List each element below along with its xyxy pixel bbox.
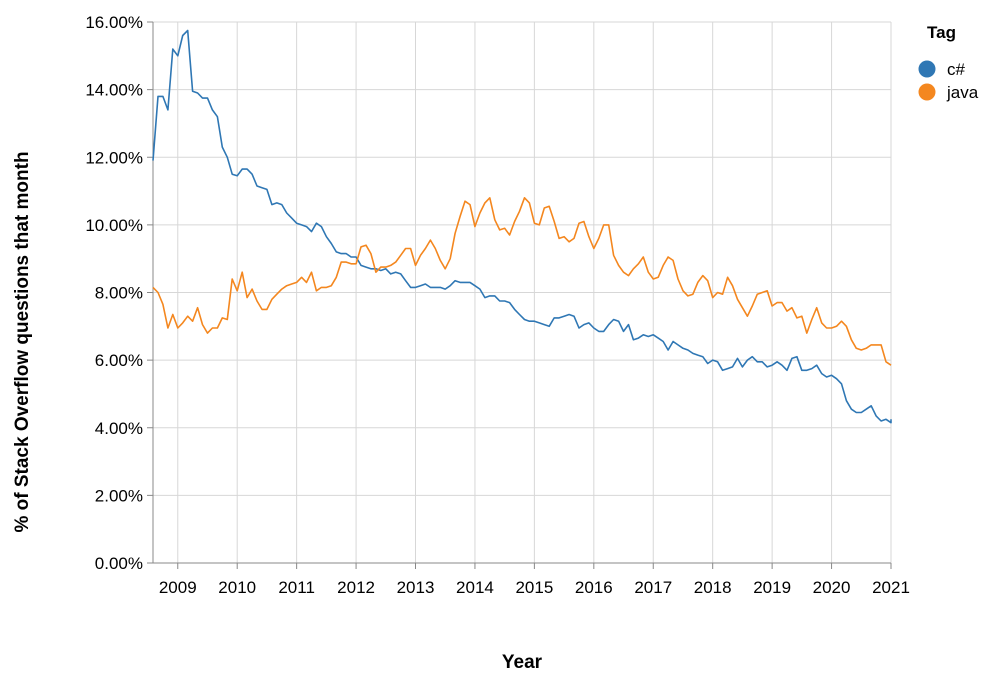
series-line-java-line bbox=[152, 197, 892, 366]
y-tick-label: 6.00% bbox=[95, 351, 143, 370]
legend-label: c# bbox=[947, 60, 966, 79]
y-tick-label: 10.00% bbox=[85, 216, 143, 235]
x-tick-label: 2017 bbox=[634, 578, 672, 597]
legend: Tag c# java bbox=[918, 23, 979, 102]
y-tick-label: 12.00% bbox=[85, 148, 143, 167]
legend-label: java bbox=[946, 83, 979, 102]
x-tick-label: 2018 bbox=[694, 578, 732, 597]
gridlines bbox=[153, 21, 892, 564]
series-lines bbox=[152, 29, 892, 424]
x-tick-label: 2016 bbox=[575, 578, 613, 597]
x-tick-label: 2009 bbox=[159, 578, 197, 597]
x-tick-label: 2021 bbox=[872, 578, 910, 597]
x-tick-label: 2010 bbox=[218, 578, 256, 597]
x-tick-label: 2015 bbox=[515, 578, 553, 597]
legend-swatch bbox=[918, 83, 936, 101]
legend-title: Tag bbox=[927, 23, 956, 42]
y-axis-title: % of Stack Overflow questions that month bbox=[12, 151, 33, 532]
x-tick-label: 2020 bbox=[813, 578, 851, 597]
axes: 0.00% 2.00% 4.00% 6.00% 8.00% 10.00% 12.00% 14.… bbox=[85, 13, 910, 597]
x-tick-label: 2011 bbox=[278, 578, 315, 597]
x-tick-label: 2013 bbox=[397, 578, 435, 597]
x-tick-label: 2012 bbox=[337, 578, 375, 597]
y-tick-label: 8.00% bbox=[95, 284, 143, 303]
y-tick-label: 14.00% bbox=[85, 81, 143, 100]
y-tick-label: 4.00% bbox=[95, 419, 143, 438]
x-tick-label: 2014 bbox=[456, 578, 494, 597]
x-axis-title: Year bbox=[502, 652, 543, 673]
y-tick-label: 2.00% bbox=[95, 486, 143, 505]
y-tick-label: 0.00% bbox=[95, 554, 143, 573]
x-tick-label: 2019 bbox=[753, 578, 791, 597]
y-tick-label: 16.00% bbox=[85, 13, 143, 32]
series-line-c-line bbox=[152, 29, 892, 424]
legend-swatch bbox=[918, 60, 936, 78]
